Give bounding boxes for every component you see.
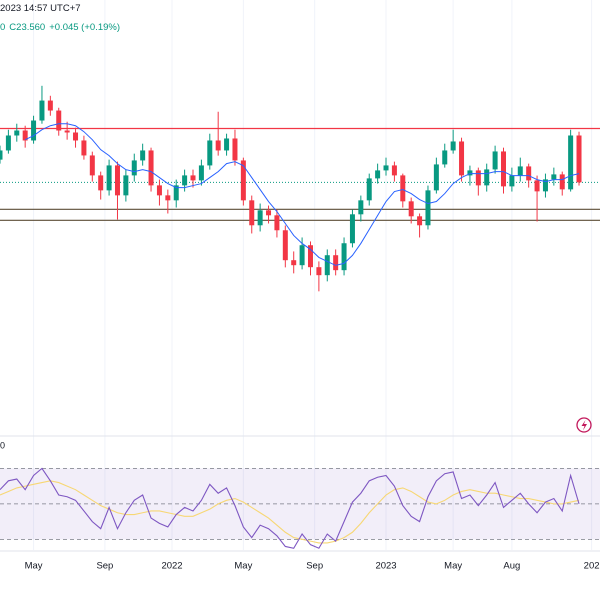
candle-body: [282, 230, 288, 261]
candle-body: [559, 174, 565, 190]
rsi-band: [0, 468, 600, 540]
candle-body: [257, 210, 263, 226]
moving-average-line: [24, 123, 580, 266]
candle-body: [173, 185, 179, 201]
rsi-signal-line: [0, 480, 580, 544]
candle-body: [148, 150, 154, 186]
candle-body: [165, 195, 171, 201]
candle-body: [492, 151, 498, 170]
candle-body: [5, 135, 11, 151]
candle-body: [81, 140, 87, 156]
candle-body: [467, 170, 473, 176]
lightning-icon[interactable]: [576, 417, 592, 433]
candle-body: [551, 174, 557, 180]
candle-body: [417, 216, 423, 226]
candle-body: [534, 180, 540, 192]
candle-body: [450, 141, 456, 151]
candle-body: [509, 175, 515, 187]
x-tick-label: May: [25, 561, 43, 572]
candle-body: [299, 245, 305, 266]
candle-body: [333, 255, 339, 271]
candle-body: [366, 178, 372, 201]
candle-body: [140, 150, 146, 161]
candle-body: [56, 110, 62, 131]
candle-body: [383, 165, 389, 171]
candle-body: [64, 130, 70, 133]
candle-body: [475, 170, 481, 186]
candle-body: [106, 165, 112, 191]
candle-body: [274, 215, 280, 231]
x-tick-label: Sep: [306, 561, 323, 572]
candle-body: [324, 255, 330, 276]
candle-body: [526, 166, 532, 181]
candle-body: [131, 160, 137, 176]
candle-body: [198, 165, 204, 181]
candle-body: [425, 190, 431, 226]
x-tick-label: 202: [584, 561, 600, 572]
candle-body: [232, 138, 238, 161]
candle-body: [182, 175, 188, 186]
candle-body: [576, 135, 582, 183]
candle-body: [316, 267, 322, 276]
ohlc-fragment: 0: [0, 22, 6, 33]
rsi-line: [0, 467, 580, 549]
candle-body: [240, 160, 246, 201]
candle-body: [39, 100, 45, 121]
header-time: 2023 14:57 UTC+7: [0, 3, 81, 14]
candle-body: [31, 120, 37, 141]
candle-body: [249, 200, 255, 226]
panel-label: 0: [0, 440, 5, 450]
candle-body: [433, 164, 439, 191]
candle-body: [47, 100, 53, 111]
candle-body: [442, 150, 448, 165]
candle-body: [291, 260, 297, 266]
candle-body: [215, 140, 221, 151]
x-tick-label: May: [234, 561, 252, 572]
candle-body: [391, 165, 397, 176]
close-value: C23.560: [9, 22, 46, 33]
candle-body: [73, 132, 79, 141]
candle-body: [400, 175, 406, 202]
x-tick-label: May: [444, 561, 462, 572]
candle-body: [358, 200, 364, 215]
candle-body: [517, 166, 523, 176]
candle-body: [156, 185, 162, 196]
candle-body: [123, 175, 129, 196]
candle-body: [0, 150, 3, 160]
candle-body: [266, 210, 272, 216]
candle-body: [22, 130, 28, 141]
x-tick-label: Sep: [96, 561, 113, 572]
candle-body: [542, 179, 548, 192]
candle-body: [224, 138, 230, 151]
change-value: +0.045 (+0.19%): [49, 22, 120, 33]
x-tick-label: 2023: [375, 561, 396, 572]
candle-body: [190, 175, 196, 181]
candle-body: [484, 169, 490, 186]
header-ohlc: 0 C23.560 +0.045 (+0.19%): [0, 22, 124, 33]
x-tick-label: Aug: [503, 561, 520, 572]
candle-body: [375, 170, 381, 179]
candle-body: [114, 165, 120, 196]
candle-body: [500, 151, 506, 187]
candle-body: [568, 135, 574, 190]
candle-body: [341, 243, 347, 271]
candle-body: [89, 155, 95, 176]
candle-body: [459, 141, 465, 176]
candle-body: [207, 140, 213, 166]
candle-body: [307, 245, 313, 268]
candle-body: [349, 214, 355, 244]
candle-body: [98, 175, 104, 191]
candle-body: [408, 201, 414, 217]
candle-body: [14, 130, 20, 136]
marks: [0, 85, 600, 549]
x-tick-label: 2022: [161, 561, 182, 572]
